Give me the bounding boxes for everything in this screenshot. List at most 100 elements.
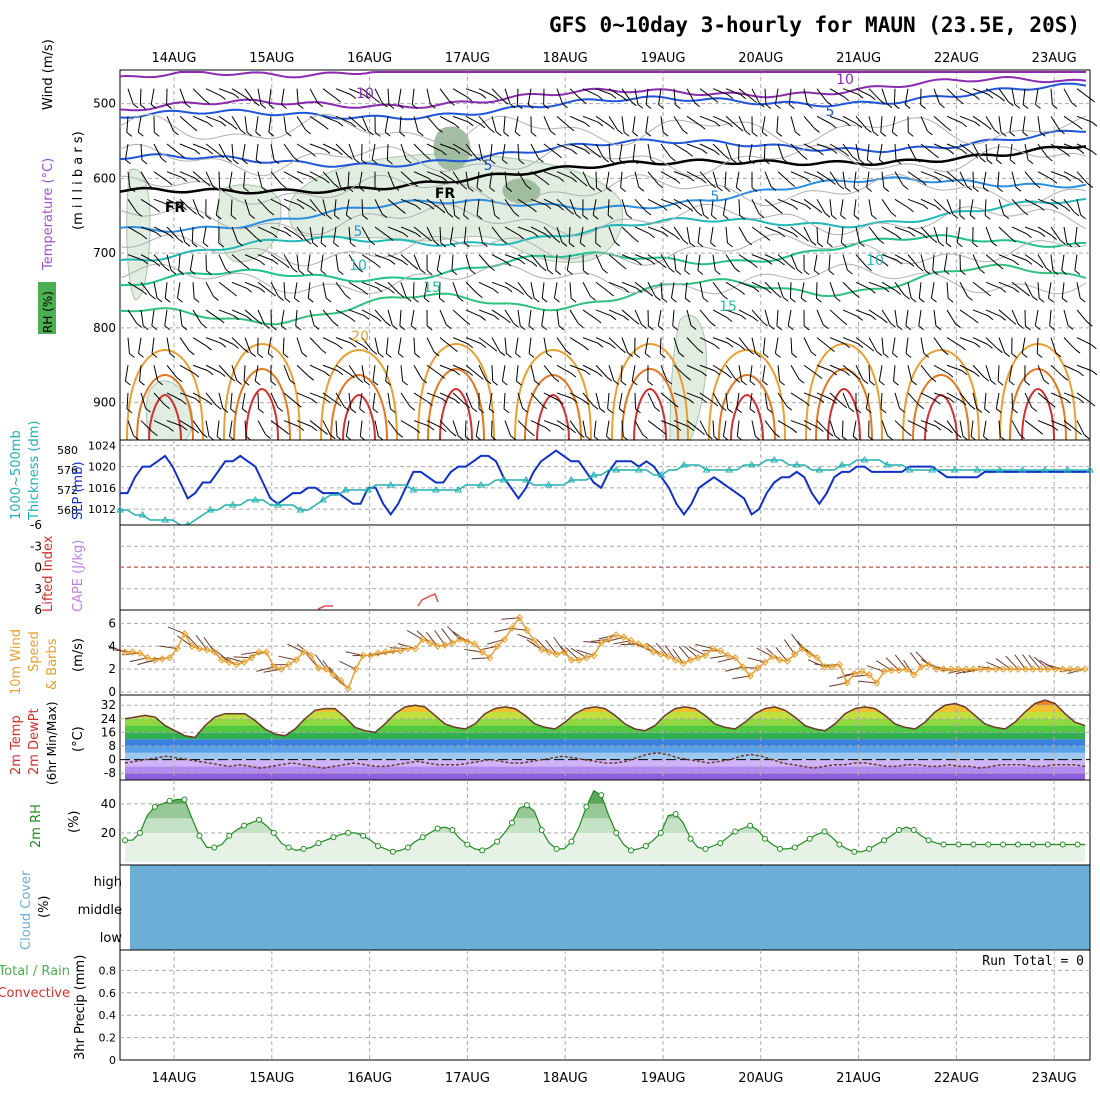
wind-barb-flag bbox=[702, 297, 709, 303]
wind-barb-flag bbox=[181, 177, 188, 182]
wind-barb bbox=[1024, 143, 1029, 160]
wind-barb-flag bbox=[362, 290, 369, 295]
wind-barb bbox=[254, 365, 259, 382]
wind10-marker bbox=[448, 639, 457, 647]
wind-barb-flag bbox=[313, 325, 320, 330]
wind-barb bbox=[296, 198, 312, 208]
rh-marker bbox=[1000, 841, 1007, 848]
wind-barb-flag bbox=[517, 104, 523, 110]
wind-barb bbox=[621, 337, 629, 353]
wind-barb bbox=[283, 198, 300, 206]
wind-barb-flag bbox=[602, 268, 608, 274]
wind-barb-flag bbox=[645, 131, 652, 137]
wind-barb-flag bbox=[1079, 297, 1086, 303]
wind-barb bbox=[1074, 226, 1078, 243]
wind10-marker bbox=[485, 654, 494, 662]
wind-barb bbox=[1024, 392, 1033, 408]
wind-barb-flag bbox=[546, 352, 553, 358]
wind-barb bbox=[361, 365, 366, 382]
wind10-marker bbox=[1051, 665, 1059, 673]
warm-contour bbox=[233, 367, 291, 441]
wind-barb-flag bbox=[701, 371, 707, 377]
wind-barb-flag bbox=[450, 431, 457, 437]
wind-barb bbox=[140, 392, 147, 409]
wind-barb-flag bbox=[610, 315, 617, 321]
wind10-barb bbox=[672, 648, 684, 664]
wind-barb bbox=[164, 282, 168, 299]
wind-barb bbox=[608, 254, 622, 266]
wind-barb bbox=[543, 143, 557, 155]
wind-barb bbox=[932, 254, 935, 271]
wind-barb bbox=[426, 337, 435, 353]
wind-barb-flag bbox=[457, 435, 464, 441]
wind-barb bbox=[1076, 392, 1091, 403]
wind-barb-flag bbox=[153, 131, 160, 137]
wind-barb bbox=[621, 281, 638, 289]
wind-barb bbox=[1063, 309, 1069, 326]
wind-barb-flag bbox=[647, 291, 653, 297]
wind-barb bbox=[697, 254, 701, 271]
wind-barb-flag bbox=[464, 403, 471, 409]
wind-barb-flag bbox=[1051, 179, 1058, 184]
wind-barb bbox=[1076, 143, 1092, 152]
wind-barb bbox=[764, 198, 778, 210]
rh-marker bbox=[122, 837, 128, 844]
wind-barb bbox=[751, 337, 756, 354]
wind-barb bbox=[829, 199, 833, 216]
wind-barb-flag bbox=[816, 297, 822, 303]
wind10-marker bbox=[143, 654, 152, 662]
wind-barb bbox=[816, 392, 832, 400]
wind-barb-flag bbox=[268, 131, 275, 137]
wind-barb bbox=[634, 254, 651, 261]
wind-barb-flag bbox=[714, 270, 721, 275]
wind-barb bbox=[517, 281, 528, 296]
wind-barb bbox=[345, 420, 350, 437]
wind-barb bbox=[503, 392, 506, 409]
wind-barb-flag bbox=[371, 349, 378, 355]
wind-barb-flag bbox=[491, 346, 498, 352]
wind-barb-flag bbox=[270, 291, 276, 297]
wind-barb bbox=[335, 420, 338, 437]
wind-barb-flag bbox=[727, 242, 733, 248]
wind-barb-flag bbox=[226, 157, 232, 163]
wind-barb-flag bbox=[774, 432, 780, 438]
wind-barb-flag bbox=[1059, 239, 1066, 245]
wind-barb-flag bbox=[844, 343, 851, 349]
thickness-marker bbox=[296, 506, 305, 513]
wind-barb bbox=[605, 171, 610, 188]
wind-barb bbox=[515, 337, 519, 354]
wind-barb bbox=[684, 282, 688, 299]
wind-barb bbox=[503, 116, 506, 133]
wind-barb-flag bbox=[853, 293, 860, 299]
wind-barb-flag bbox=[662, 131, 669, 137]
wind-barb bbox=[582, 143, 597, 155]
wind-barb-flag bbox=[325, 297, 332, 303]
wind10-marker bbox=[567, 656, 576, 664]
wind-barb-flag bbox=[265, 434, 271, 440]
wind-barb bbox=[816, 199, 826, 214]
wind-barb bbox=[608, 116, 618, 131]
wind-barb-flag bbox=[959, 214, 966, 220]
wind-barb bbox=[543, 226, 556, 239]
wind-barb-flag bbox=[163, 266, 170, 272]
wind-barb-flag bbox=[530, 131, 537, 137]
wind-barb bbox=[270, 143, 275, 160]
wind-barb-flag bbox=[1024, 380, 1031, 386]
wind-barb-flag bbox=[230, 408, 236, 414]
rh-marker bbox=[851, 848, 858, 855]
wind10-label-d: (m/s) bbox=[71, 638, 86, 672]
wind-barb-flag bbox=[1036, 353, 1043, 358]
wind-barb bbox=[855, 254, 867, 267]
wind-barb bbox=[686, 364, 702, 373]
wind-barb-flag bbox=[181, 325, 188, 331]
temp-label-a: 2m Temp bbox=[9, 715, 24, 775]
wind-barb bbox=[1063, 143, 1080, 151]
wind-barb-flag bbox=[973, 372, 980, 377]
wind-barb bbox=[231, 281, 248, 289]
wind-barb bbox=[803, 116, 815, 129]
wind-barb-flag bbox=[727, 94, 734, 100]
wind-barb-flag bbox=[633, 319, 640, 325]
wind-barb-flag bbox=[701, 149, 708, 154]
